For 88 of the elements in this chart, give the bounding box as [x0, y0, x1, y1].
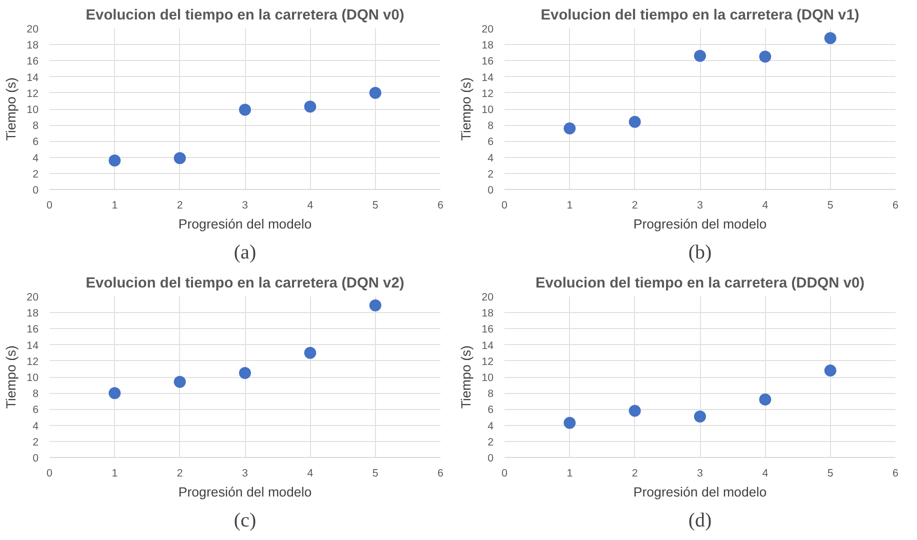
y-tick-label: 0	[488, 184, 494, 196]
text: (a)	[234, 242, 256, 264]
y-tick-label: 2	[488, 436, 494, 448]
x-tick-label: 1	[112, 200, 118, 212]
y-tick-label: 10	[482, 372, 494, 384]
x-tick-label: 6	[892, 468, 899, 480]
y-tick-label: 12	[26, 88, 39, 100]
y-tick-label: 18	[26, 308, 39, 320]
x-tick-label: 6	[438, 200, 444, 212]
y-tick-label: 16	[26, 324, 39, 336]
y-tick-label: 12	[26, 356, 39, 368]
y-tick-label: 4	[32, 420, 39, 432]
text: (d)	[688, 510, 712, 532]
y-tick-label: 20	[26, 24, 39, 36]
y-tick-label: 8	[488, 388, 494, 400]
y-tick-label: 14	[26, 72, 39, 84]
y-axis-title: Tiempo (s)	[4, 345, 19, 409]
y-tick-label: 2	[32, 436, 39, 448]
y-tick-label: 4	[488, 420, 494, 432]
chart-title: Evolucion del tiempo en la carretera (DQN v1)	[540, 8, 860, 24]
x-tick-label: 6	[438, 468, 444, 480]
x-tick-label: 5	[372, 468, 378, 480]
x-tick-label: 0	[46, 200, 53, 212]
x-tick-label: 6	[892, 200, 899, 212]
y-tick-label: 12	[482, 356, 494, 368]
y-tick-label: 10	[26, 372, 39, 384]
y-tick-label: 2	[488, 168, 494, 180]
x-tick-label: 3	[242, 468, 248, 480]
y-axis-title: Tiempo (s)	[458, 345, 474, 409]
y-tick-label: 6	[32, 404, 39, 416]
x-tick-label: 1	[566, 468, 573, 480]
chart-title: Evolucion del tiempo en la carretera (DQN v0)	[86, 8, 404, 24]
y-axis-title: Tiempo (s)	[458, 77, 474, 141]
y-tick-label: 6	[488, 404, 494, 416]
x-tick-label: 4	[762, 468, 768, 480]
text: (c)	[234, 510, 256, 532]
chart-title: Evolucion del tiempo en la carretera (DDQN v0)	[535, 276, 865, 292]
y-tick-label: 12	[482, 88, 494, 100]
x-axis-title: Progresión del modelo	[633, 216, 767, 232]
x-tick-label: 5	[372, 200, 378, 212]
x-tick-label: 0	[46, 468, 53, 480]
y-tick-label: 18	[482, 308, 494, 320]
x-tick-label: 4	[307, 200, 314, 212]
x-tick-label: 2	[176, 468, 183, 480]
y-tick-label: 18	[26, 40, 39, 52]
y-tick-label: 0	[32, 452, 39, 464]
x-axis-title: Progresión del modelo	[178, 484, 312, 500]
y-tick-label: 8	[32, 388, 39, 400]
y-tick-label: 4	[488, 152, 494, 164]
y-tick-label: 20	[482, 24, 494, 36]
y-tick-label: 8	[32, 120, 39, 132]
x-tick-label: 0	[502, 200, 508, 212]
y-tick-label: 6	[488, 136, 494, 148]
y-tick-label: 16	[26, 56, 39, 68]
text: (b)	[688, 242, 712, 264]
y-tick-label: 10	[26, 104, 39, 116]
y-tick-label: 18	[482, 40, 494, 52]
x-axis-title: Progresión del modelo	[178, 216, 312, 232]
x-tick-label: 2	[632, 468, 638, 480]
y-tick-label: 14	[482, 72, 494, 84]
y-tick-label: 2	[32, 168, 39, 180]
x-tick-label: 0	[502, 468, 508, 480]
x-tick-label: 1	[566, 200, 573, 212]
y-tick-label: 16	[482, 324, 494, 336]
y-tick-label: 20	[26, 292, 39, 304]
x-tick-label: 1	[112, 468, 118, 480]
y-tick-label: 4	[32, 152, 39, 164]
x-tick-label: 3	[697, 468, 704, 480]
y-tick-label: 20	[482, 292, 494, 304]
y-tick-label: 0	[32, 184, 39, 196]
x-tick-label: 3	[242, 200, 248, 212]
y-tick-label: 0	[488, 452, 494, 464]
x-tick-label: 2	[176, 200, 183, 212]
x-tick-label: 4	[762, 200, 768, 212]
y-axis-title: Tiempo (s)	[4, 77, 19, 141]
y-tick-label: 14	[26, 340, 39, 352]
y-tick-label: 6	[32, 136, 39, 148]
x-tick-label: 2	[632, 200, 638, 212]
y-tick-label: 10	[482, 104, 494, 116]
y-tick-label: 16	[482, 56, 494, 68]
x-tick-label: 5	[827, 200, 834, 212]
chart-title: Evolucion del tiempo en la carretera (DQN v2)	[86, 276, 404, 292]
y-tick-label: 8	[488, 120, 494, 132]
x-tick-label: 5	[827, 468, 834, 480]
x-axis-title: Progresión del modelo	[633, 484, 767, 500]
x-tick-label: 3	[697, 200, 704, 212]
x-tick-label: 4	[307, 468, 314, 480]
y-tick-label: 14	[482, 340, 494, 352]
